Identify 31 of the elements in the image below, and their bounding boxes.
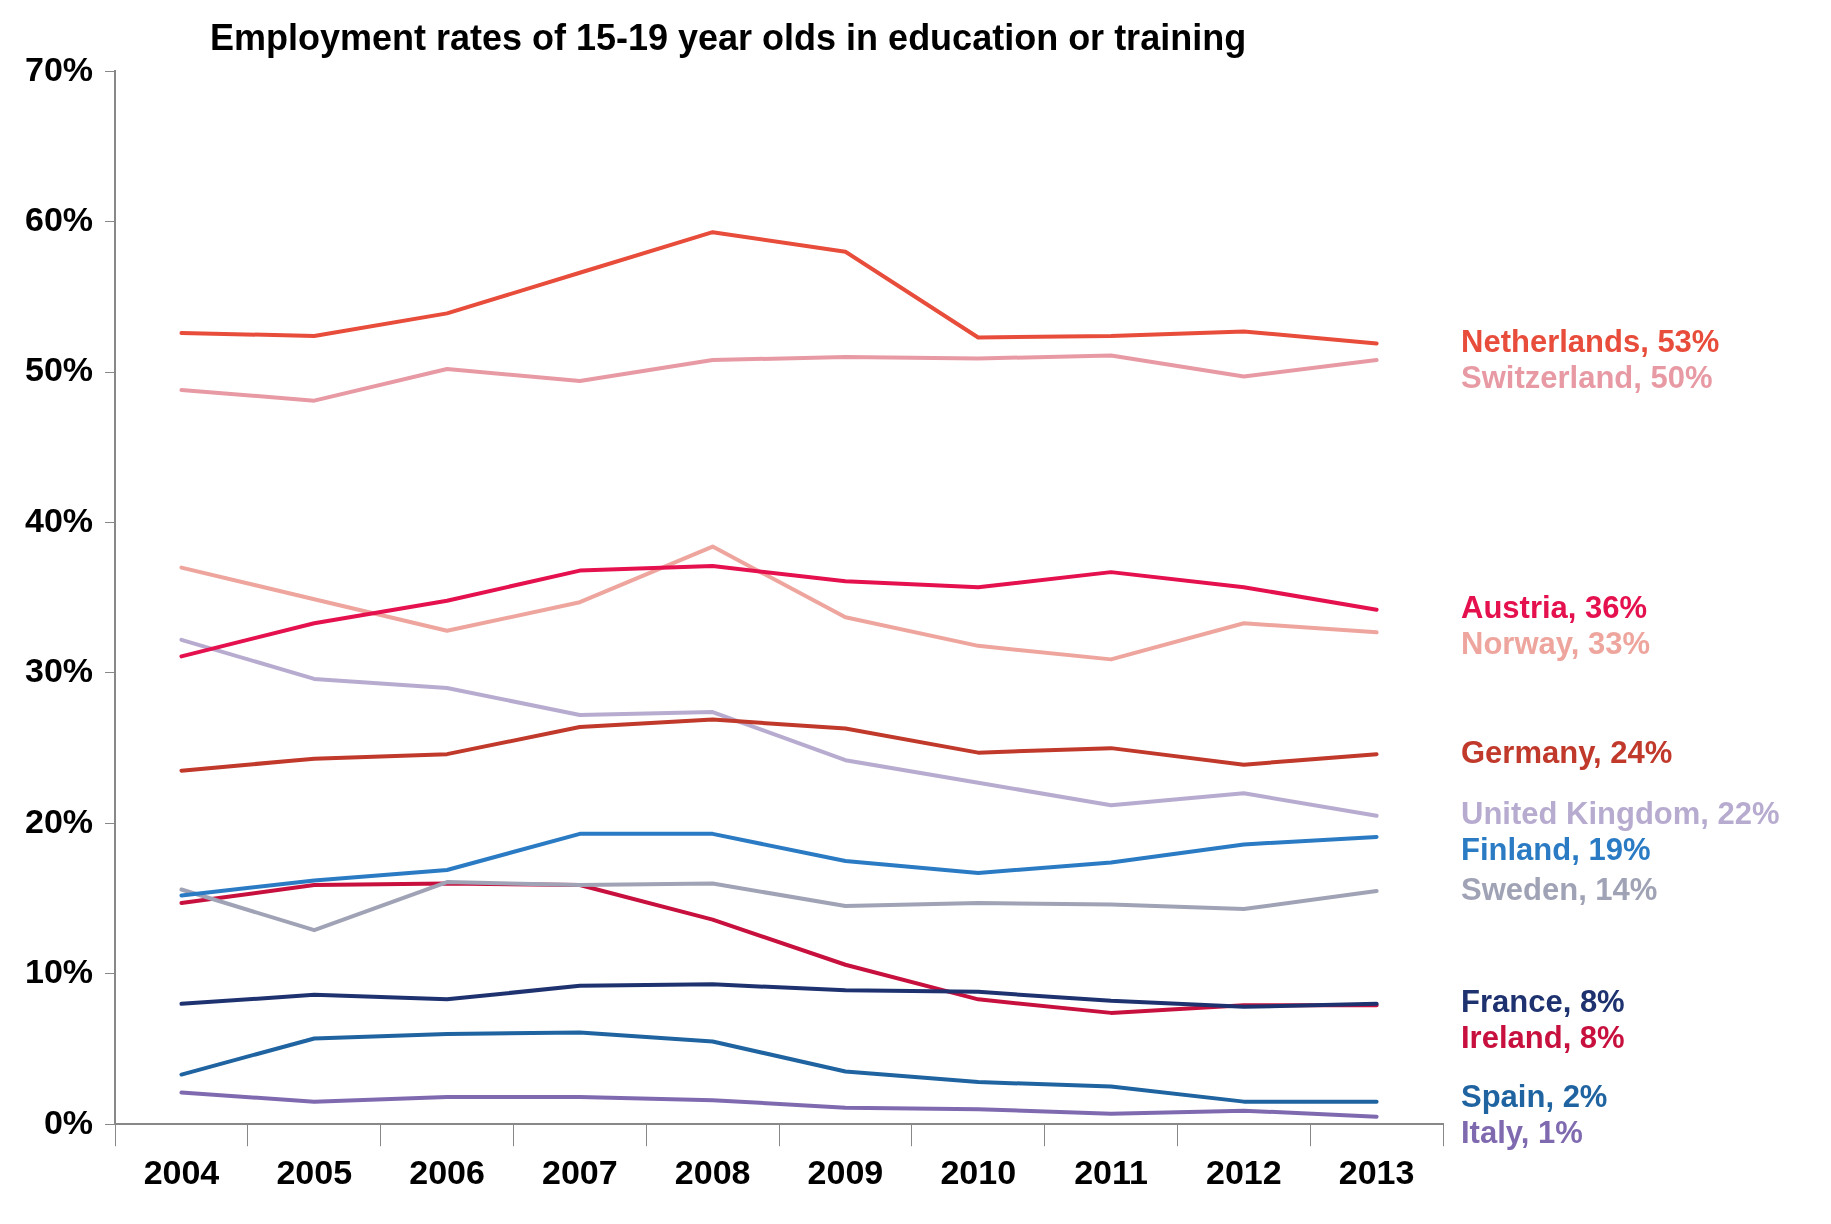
- y-tick-label: 20%: [24, 801, 94, 840]
- x-tick-label: 2011: [1074, 1152, 1148, 1191]
- x-tick-label: 2004: [143, 1152, 220, 1191]
- text: Ireland, 8%: [1461, 1020, 1625, 1056]
- x-tick-label: 2006: [409, 1152, 485, 1191]
- x-tick-label: 2005: [276, 1152, 353, 1191]
- text: Sweden, 14%: [1461, 871, 1658, 907]
- text: Switzerland, 50%: [1461, 360, 1713, 396]
- text: Spain, 2%: [1461, 1078, 1608, 1114]
- text: United Kingdom, 22%: [1461, 796, 1780, 832]
- text: Italy, 1%: [1461, 1114, 1583, 1150]
- x-tick-label: 2012: [1205, 1152, 1282, 1191]
- y-tick-label: 0%: [43, 1102, 94, 1141]
- text: France, 8%: [1461, 984, 1625, 1020]
- text: Austria, 36%: [1461, 590, 1648, 626]
- text: Norway, 33%: [1461, 626, 1650, 662]
- x-tick-label: 2008: [674, 1152, 751, 1191]
- y-tick-label: 70%: [24, 49, 94, 88]
- x-tick-label: 2010: [940, 1152, 1017, 1191]
- x-tick-label: 2007: [542, 1152, 618, 1191]
- text: Germany, 24%: [1461, 734, 1673, 770]
- y-tick-label: 10%: [24, 952, 94, 991]
- y-tick-label: 60%: [24, 200, 94, 238]
- chart-title: Employment rates of 15-19 year olds in education or training: [209, 16, 1247, 58]
- y-tick-label: 40%: [24, 500, 94, 539]
- x-tick-label: 2009: [807, 1152, 884, 1191]
- x-tick-label: 2013: [1338, 1152, 1415, 1191]
- y-tick-label: 30%: [24, 651, 94, 690]
- y-tick-label: 50%: [24, 350, 94, 389]
- text: Netherlands, 53%: [1461, 324, 1720, 360]
- text: Finland, 19%: [1461, 832, 1651, 868]
